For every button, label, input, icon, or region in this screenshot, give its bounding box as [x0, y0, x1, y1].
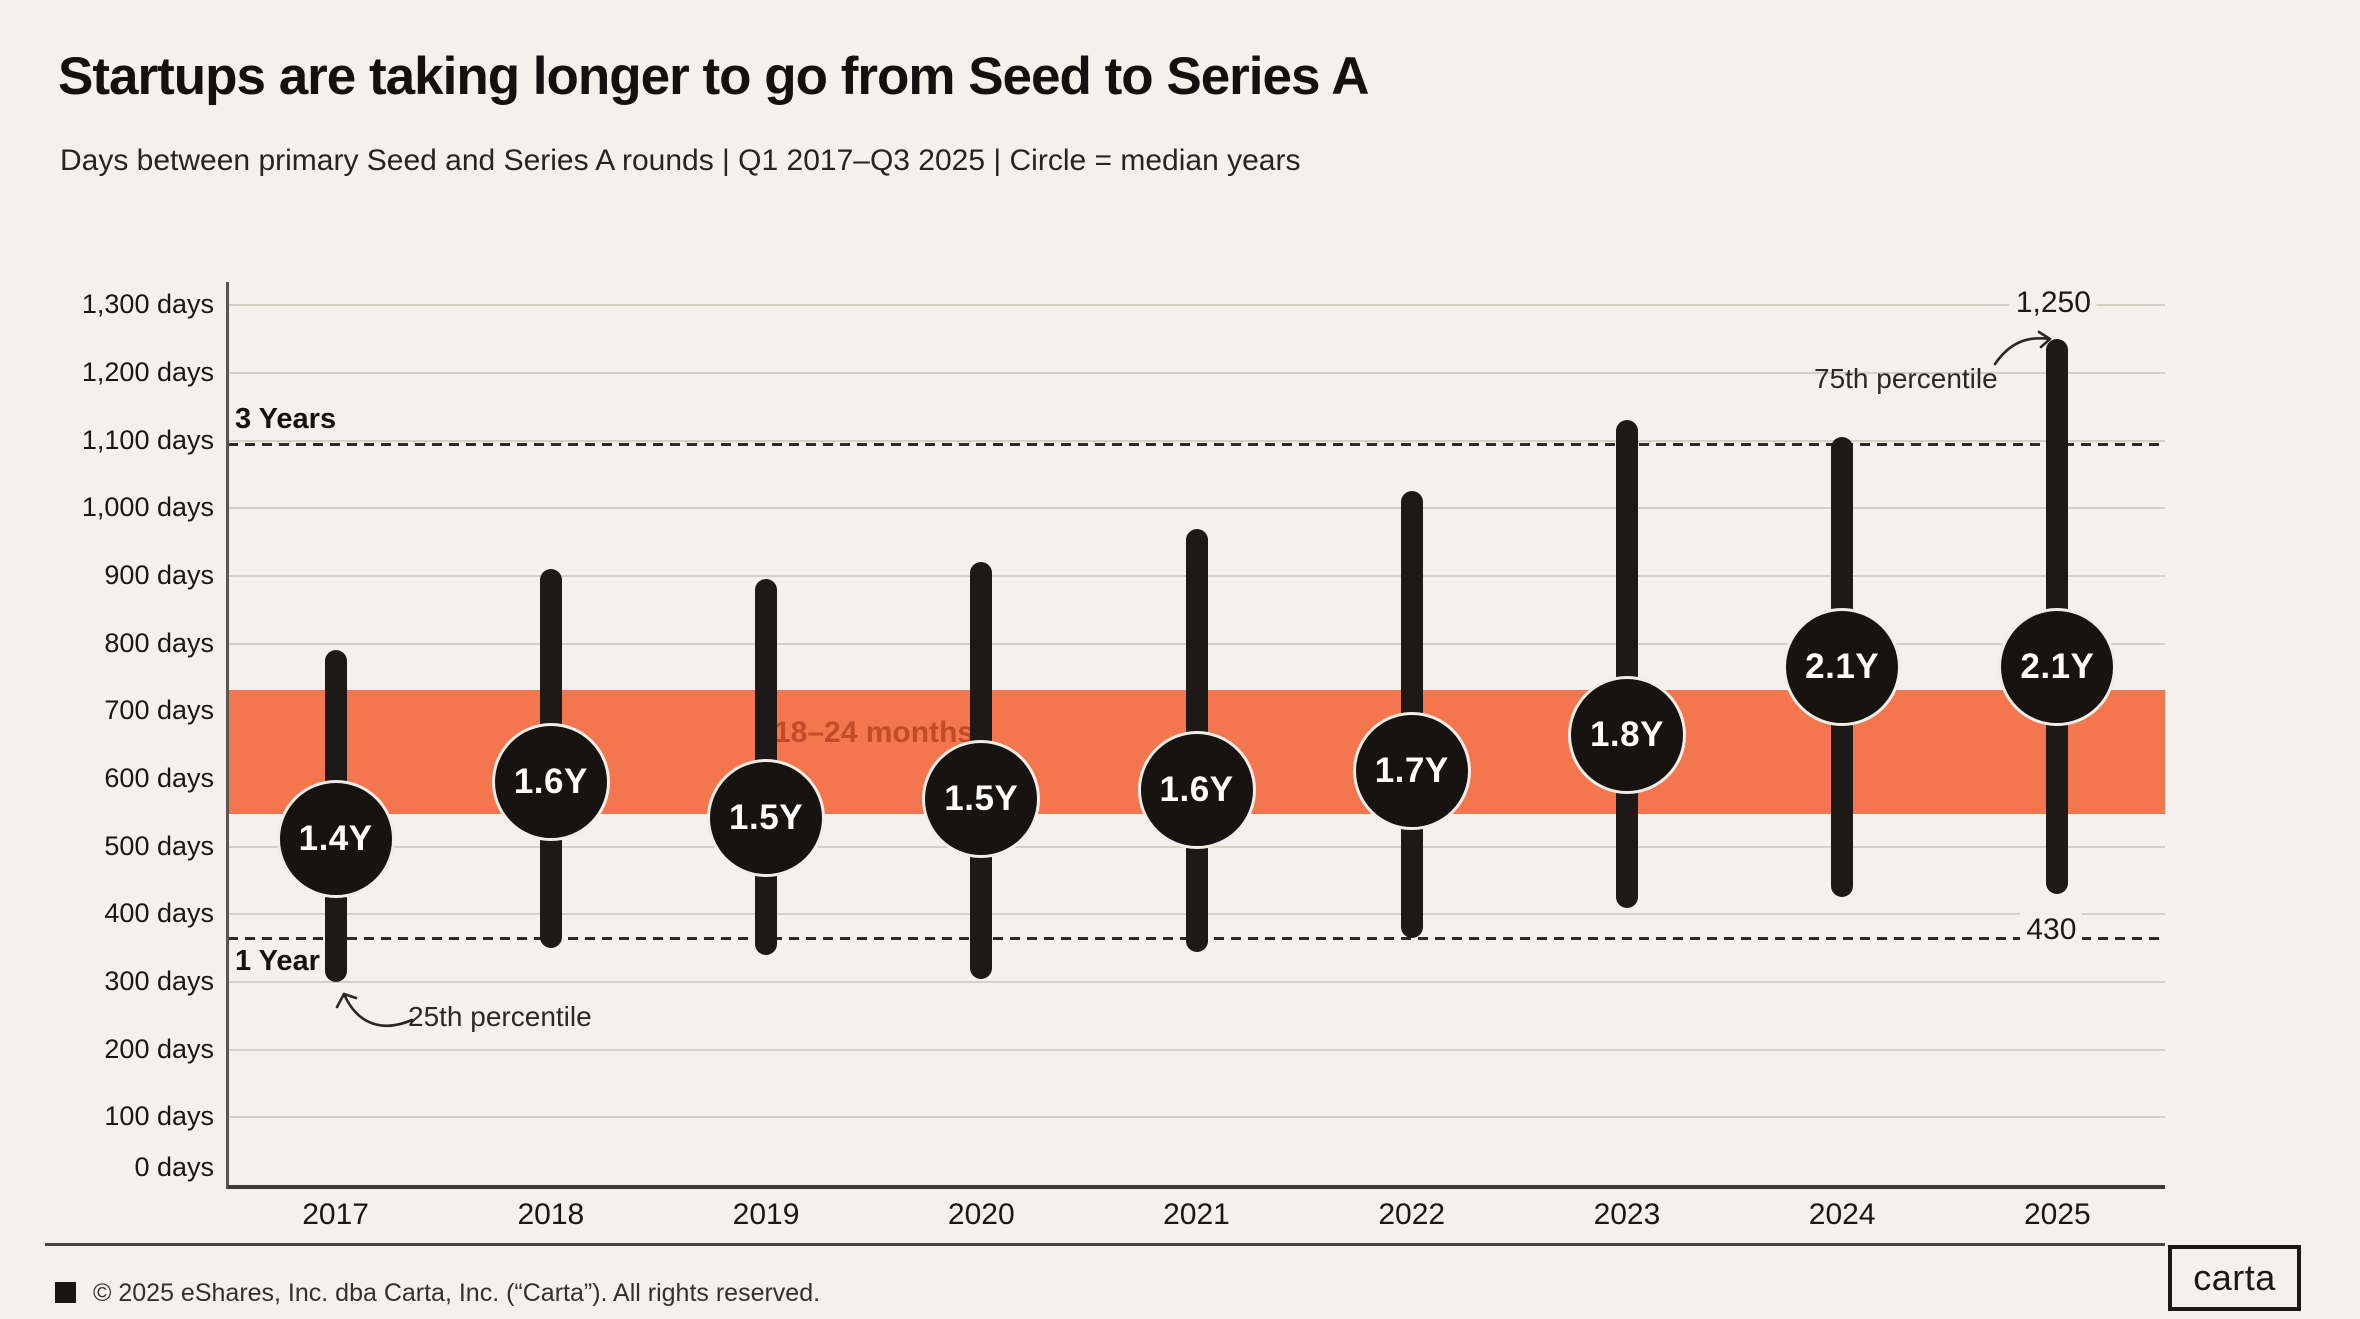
- y-axis-line: [226, 282, 229, 1189]
- x-tick-label-2020: 2020: [947, 1198, 1015, 1231]
- median-circle-2019: 1.5Y: [707, 759, 826, 878]
- x-tick-label-2022: 2022: [1378, 1198, 1446, 1231]
- x-tick-label-2019: 2019: [732, 1198, 800, 1231]
- reference-label: 3 Years: [231, 402, 347, 438]
- y-tick-label-600: 600 days: [104, 762, 214, 793]
- y-tick-label-300: 300 days: [104, 965, 214, 996]
- gridline-1200: [228, 371, 2165, 374]
- x-tick-label-2023: 2023: [1593, 1198, 1661, 1231]
- p25-annotation: 25th percentile: [408, 1001, 592, 1032]
- last-p25-value-label: 430: [2020, 913, 2083, 947]
- y-tick-label-1100: 1,100 days: [81, 424, 214, 455]
- band-label: 18–24 months: [773, 716, 975, 749]
- x-tick-label-2017: 2017: [302, 1198, 369, 1231]
- gridline-200: [228, 1048, 2165, 1051]
- range-bar-2023: [1615, 420, 1638, 908]
- median-circle-2017: 1.4Y: [276, 780, 395, 899]
- footer-square-icon: [55, 1282, 76, 1303]
- y-tick-label-0: 0 days: [134, 1152, 214, 1182]
- median-circle-2025: 2.1Y: [1998, 607, 2117, 726]
- p75-arrow: [1993, 330, 2052, 366]
- x-axis-line: [228, 1185, 2165, 1189]
- y-tick-label-200: 200 days: [104, 1033, 214, 1064]
- p25-arrow: [335, 992, 414, 1028]
- p75-annotation: 75th percentile: [1814, 363, 1998, 394]
- x-tick-label-2024: 2024: [1808, 1198, 1876, 1231]
- y-tick-label-100: 100 days: [104, 1101, 214, 1132]
- max-value-label: 1,250: [2009, 286, 2097, 320]
- median-circle-2024: 2.1Y: [1783, 607, 1902, 726]
- reference-label: 1 Year: [231, 944, 330, 979]
- y-tick-label-500: 500 days: [104, 830, 214, 861]
- page-subtitle: Days between primary Seed and Series A r…: [60, 144, 1301, 177]
- gridline-100: [228, 1116, 2165, 1119]
- y-tick-label-700: 700 days: [104, 695, 214, 726]
- y-tick-label-1300: 1,300 days: [81, 289, 214, 320]
- median-circle-2022: 1.7Y: [1352, 711, 1471, 830]
- gridline-1300: [228, 304, 2165, 307]
- gridline-1100: [228, 439, 2165, 442]
- footer-divider: [45, 1243, 2165, 1246]
- median-circle-2020: 1.5Y: [922, 740, 1041, 859]
- median-circle-2023: 1.8Y: [1567, 676, 1686, 794]
- x-tick-label-2025: 2025: [2024, 1198, 2091, 1231]
- y-tick-label-400: 400 days: [104, 898, 214, 929]
- carta-logo: carta: [2168, 1245, 2301, 1311]
- page-title: Startups are taking longer to go from Se…: [58, 47, 1370, 106]
- copyright-text: © 2025 eShares, Inc. dba Carta, Inc. (“C…: [93, 1279, 821, 1307]
- median-circle-2021: 1.6Y: [1137, 730, 1256, 849]
- x-tick-label-2021: 2021: [1163, 1198, 1230, 1231]
- reference-line-3-years: [228, 443, 2165, 447]
- y-tick-label-800: 800 days: [104, 627, 214, 658]
- gridline-300: [228, 980, 2165, 983]
- x-tick-label-2018: 2018: [517, 1198, 585, 1231]
- y-tick-label-1200: 1,200 days: [81, 356, 214, 387]
- y-tick-label-900: 900 days: [104, 559, 214, 590]
- y-tick-label-1000: 1,000 days: [81, 492, 214, 523]
- gridline-1000: [228, 507, 2165, 510]
- median-circle-2018: 1.6Y: [491, 723, 610, 842]
